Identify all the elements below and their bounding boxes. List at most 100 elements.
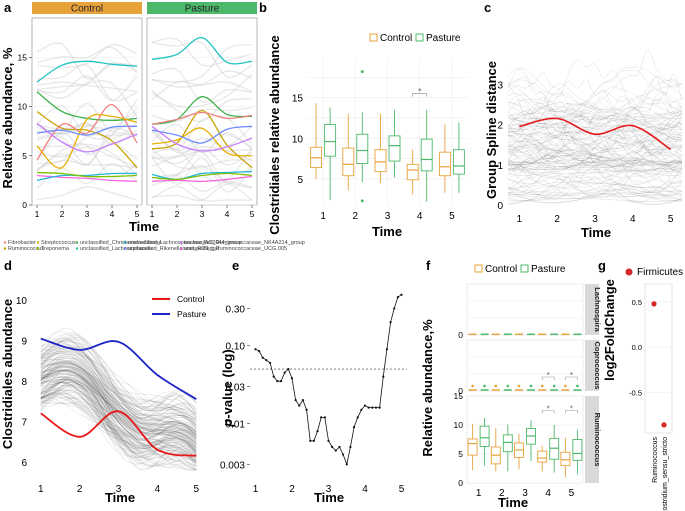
d-permutation-line — [40, 341, 197, 421]
e-pvalue-point — [287, 367, 290, 371]
e-xlabel: Time — [314, 490, 344, 505]
f-significance-bracket — [541, 410, 555, 414]
f-xtick-label: 1 — [476, 488, 482, 499]
a-series-line — [36, 110, 138, 169]
d-permutation-line — [40, 362, 197, 433]
g-legend-key — [625, 268, 633, 276]
c-xlabel: Time — [581, 225, 611, 240]
c-permutation-line — [507, 148, 683, 186]
d-permutation-line — [40, 356, 197, 431]
f-strip-label: Ruminococcus — [593, 413, 602, 467]
c-permutation-line — [507, 144, 683, 198]
b-xtick-label: 4 — [417, 211, 423, 222]
c-permutation-line — [507, 124, 683, 139]
c-plot: 0 1 2 3 1 2 3 4 5 — [497, 49, 683, 225]
c-permutation-line — [507, 169, 683, 174]
d-permutation-line — [40, 338, 197, 415]
c-permutation-line — [507, 164, 683, 199]
g-ytick-label: 0.5 — [632, 298, 642, 307]
c-permutation-line — [507, 117, 683, 167]
a-legend-item: unclassified_Lachnospiraceae — [80, 246, 154, 252]
a-bg-trajectory — [36, 186, 138, 201]
a-legend-item: Streptococcus — [41, 240, 76, 246]
d-permutation-line — [40, 356, 197, 434]
d-ylabel: Clostridiales abundance — [0, 299, 15, 449]
f-legend-pasture: Pasture — [531, 264, 566, 275]
e-pvalue-point — [367, 406, 370, 409]
c-permutation-line — [507, 162, 683, 176]
a-xtick-label: 3 — [200, 209, 205, 219]
d-permutation-line — [40, 350, 197, 427]
d-permutation-line — [40, 381, 197, 465]
d-permutation-line — [40, 378, 197, 448]
d-permutation-line — [40, 401, 197, 467]
panel-label-d: d — [4, 258, 12, 273]
c-permutation-line — [507, 163, 683, 169]
a-legend-key — [123, 241, 127, 244]
c-permutation-line — [507, 109, 683, 135]
d-permutation-line — [40, 370, 197, 443]
c-permutation-line — [507, 164, 683, 182]
d-permutation-line — [40, 379, 197, 462]
c-permutation-line — [507, 151, 683, 203]
d-permutation-line — [40, 370, 197, 447]
c-permutation-line — [507, 190, 683, 195]
d-permutation-line — [40, 360, 197, 436]
a-bg-trajectory — [36, 143, 138, 176]
a-ytick-label: 15 — [18, 52, 28, 62]
d-permutation-line — [40, 389, 197, 466]
strip-pasture — [147, 2, 257, 14]
d-permutation-line — [40, 360, 197, 436]
c-observed-line — [519, 117, 672, 151]
g-legend: Firmicutes — [637, 267, 683, 278]
a-xtick-label: 5 — [135, 209, 140, 219]
d-permutation-line — [40, 348, 197, 424]
c-permutation-line — [507, 127, 683, 165]
b-xtick-label: 1 — [320, 211, 326, 222]
a-bg-trajectory — [36, 146, 138, 169]
panel-f: Control Pasture Relative abundance,% Tim… — [420, 264, 566, 510]
d-legend-pasture: Pasture — [177, 309, 207, 319]
d-permutation-line — [40, 377, 197, 455]
f-outlier — [529, 384, 533, 388]
c-permutation-line — [507, 49, 683, 117]
c-permutation-line — [507, 114, 683, 169]
d-permutation-line — [40, 374, 197, 448]
d-permutation-line — [40, 363, 197, 441]
a-xlabel: Time — [129, 219, 159, 234]
c-ytick-label: 0 — [497, 201, 503, 212]
a-bg-trajectory — [151, 183, 253, 202]
a-series-line — [151, 125, 253, 152]
c-permutation-line — [507, 103, 683, 156]
e-pvalue-point — [305, 408, 308, 411]
e-ytick-label: 0.30 — [226, 304, 246, 315]
f-ytick-label: 0 — [458, 386, 463, 396]
f-facet-coprococcus: Coprococcus * * 0 — [458, 339, 602, 396]
c-permutation-line — [507, 153, 683, 164]
c-permutation-line — [507, 113, 683, 165]
d-permutation-line — [40, 391, 197, 471]
d-permutation-line — [40, 344, 197, 422]
e-pvalue-point — [334, 449, 337, 452]
d-permutation-line — [40, 355, 197, 436]
c-permutation-line — [507, 120, 683, 163]
d-permutation-line — [40, 331, 197, 412]
d-permutation-line — [40, 382, 197, 460]
e-xtick-label: 3 — [326, 484, 332, 495]
d-permutation-line — [40, 332, 197, 417]
c-ytick-label: 1 — [497, 161, 503, 172]
e-pvalue-point — [352, 426, 356, 429]
c-permutation-line — [507, 174, 683, 205]
d-permutation-line — [40, 352, 197, 432]
a-bg-trajectory — [36, 75, 138, 102]
a-facet-pasture: 1 2 3 4 5 — [146, 17, 258, 219]
a-bg-trajectory — [151, 149, 253, 170]
d-permutation-line — [40, 337, 197, 420]
a-xtick-label: 3 — [85, 209, 90, 219]
c-permutation-line — [507, 184, 683, 196]
f-xlabel: Time — [498, 495, 528, 510]
d-permutation-line — [40, 353, 197, 429]
e-ylabel-rest: -value (log) — [220, 349, 235, 418]
f-pasture-box — [479, 425, 490, 447]
d-permutation-line — [40, 376, 197, 450]
